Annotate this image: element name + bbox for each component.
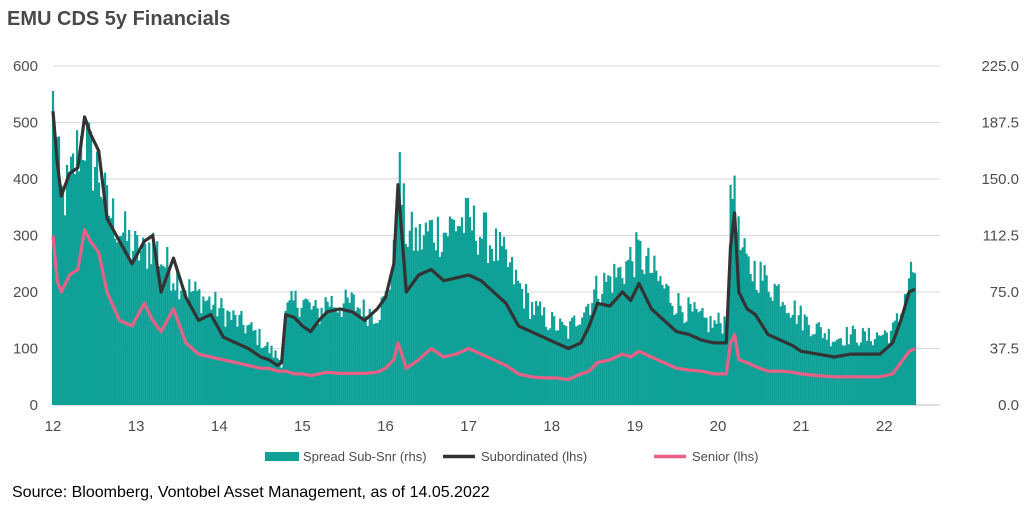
y-right-tick-label: 0.0 (998, 397, 1019, 414)
y-left-tick-label: 200 (13, 284, 38, 301)
y-right-tick-label: 75.0 (990, 284, 1019, 301)
x-tick-label: 17 (460, 418, 477, 435)
y-left-tick-label: 600 (13, 58, 38, 75)
source-note: Source: Bloomberg, Vontobel Asset Manage… (12, 484, 490, 501)
legend-label: Subordinated (lhs) (481, 449, 587, 464)
axis-ticks: 0 0.0 100 37.5 200 75.0 300 112.5 400 150.0 500 187… (13, 58, 1019, 435)
spread-area (51, 91, 917, 405)
y-left-tick-label: 100 (13, 341, 38, 358)
x-tick-label: 18 (543, 418, 560, 435)
y-right-tick-label: 112.5 (983, 228, 1019, 245)
legend: Spread Sub-Snr (rhs) Subordinated (lhs) Se… (265, 449, 758, 464)
y-right-tick-label: 225.0 (981, 58, 1019, 75)
legend-label: Spread Sub-Snr (rhs) (303, 449, 427, 464)
y-right-tick-label: 37.5 (990, 341, 1019, 358)
x-tick-label: 15 (294, 418, 311, 435)
senior-line (51, 228, 916, 382)
x-tick-label: 13 (128, 418, 145, 435)
chart: 0 0.0 100 37.5 200 75.0 300 112.5 400 150.0 500 187… (13, 58, 1019, 464)
x-tick-label: 20 (710, 418, 727, 435)
y-left-tick-label: 0 (30, 397, 38, 414)
legend-swatch (265, 452, 299, 461)
x-tick-label: 16 (377, 418, 394, 435)
x-tick-label: 21 (793, 418, 810, 435)
subordinated-line (51, 111, 916, 367)
x-tick-label: 22 (876, 418, 893, 435)
y-left-tick-label: 300 (13, 228, 38, 245)
y-right-tick-label: 150.0 (981, 171, 1019, 188)
series-lines (51, 111, 916, 382)
y-right-tick-label: 187.5 (981, 115, 1019, 132)
legend-label: Senior (lhs) (692, 449, 758, 464)
y-left-tick-label: 400 (13, 171, 38, 188)
x-tick-label: 12 (45, 418, 62, 435)
x-tick-label: 19 (627, 418, 644, 435)
chart-title: EMU CDS 5y Financials (7, 8, 231, 30)
y-left-tick-label: 500 (13, 115, 38, 132)
x-tick-label: 14 (211, 418, 228, 435)
